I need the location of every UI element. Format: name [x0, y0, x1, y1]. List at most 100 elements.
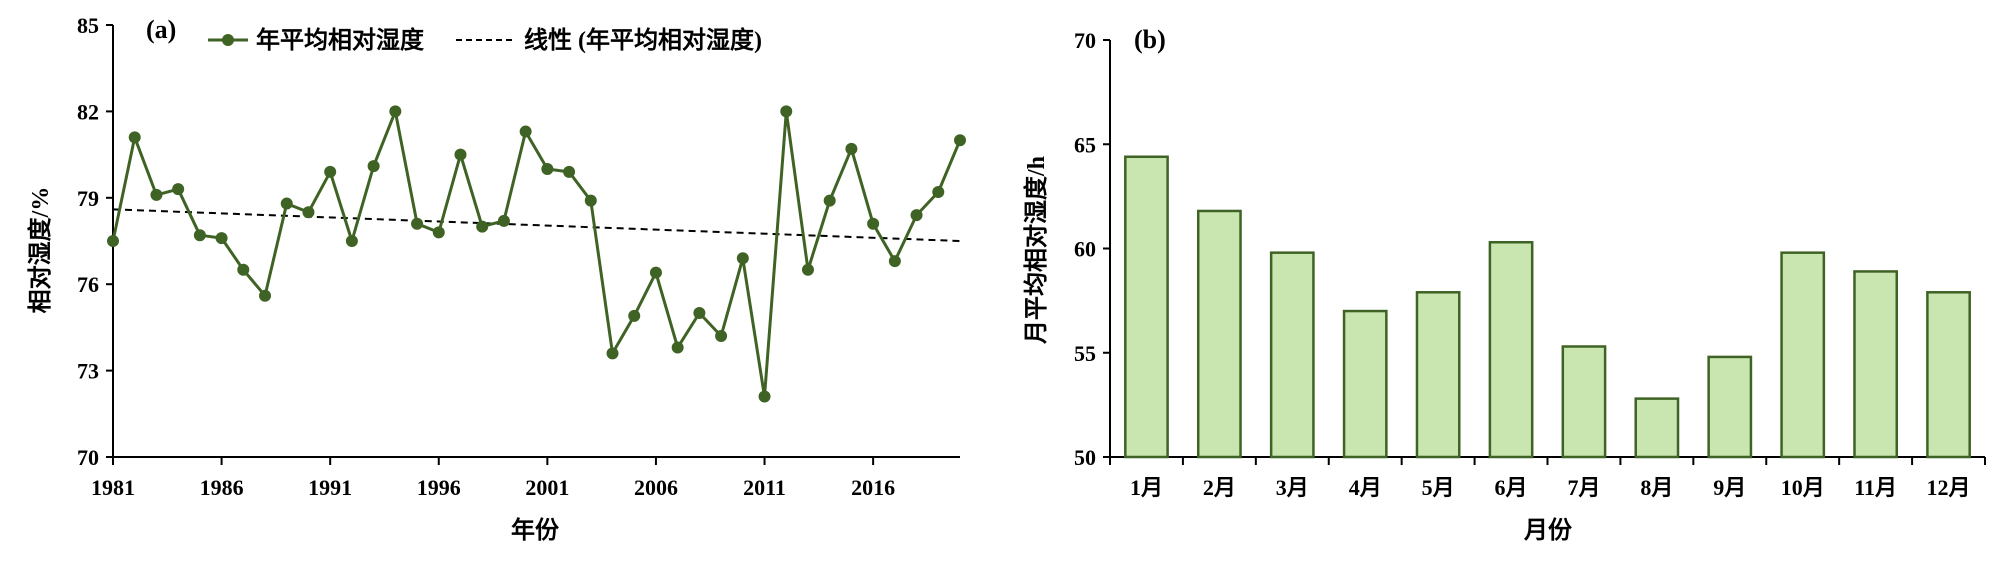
panel-a-humidity-line: [111, 109, 962, 398]
panel-a-data-point: [954, 134, 966, 147]
panel-a-data-point: [237, 263, 250, 276]
panel-b-x-tick-label: 12月: [1927, 475, 1971, 500]
panel-a-data-point: [367, 160, 380, 173]
panel-b-bar: [1780, 251, 1826, 459]
panel-a-data-point: [497, 214, 510, 227]
panel-a-x-tick-label: 2016: [851, 475, 895, 500]
panel-b-x-tick-label: 7月: [1567, 475, 1600, 500]
panel-a-data-point: [867, 217, 880, 230]
panel-a-trend-line: [112, 208, 961, 242]
panel-a-trend-series: [112, 208, 961, 242]
panel-a-humidity-series: [111, 109, 962, 398]
panel-b-x-tick-label: 6月: [1495, 475, 1528, 500]
legend-marker-dot: [222, 34, 234, 46]
panel-b-bar: [1853, 270, 1899, 459]
panel-a-data-point: [736, 252, 749, 265]
panel-b-x-tick-label: 8月: [1640, 475, 1673, 500]
panel-b-x-tick-label: 4月: [1349, 475, 1382, 500]
panel-a-y-tick-label: 85: [77, 13, 99, 38]
panel-a-data-point: [519, 125, 532, 138]
panel-a-data-point: [584, 194, 597, 207]
panel-b-x-tick-label: 1月: [1130, 475, 1163, 500]
panel-a-data-point: [280, 197, 293, 210]
panel-a-data-point: [715, 330, 728, 343]
panel-a-data-point: [541, 163, 554, 175]
panel-b-x-tick-label: 3月: [1276, 475, 1309, 500]
panel-a-y-tick-label: 70: [77, 445, 99, 470]
panel-a-data-point: [910, 209, 923, 222]
panel-a-y-tick-label: 82: [77, 99, 99, 124]
legend-entry-trend: 线性 (年平均相对湿度): [524, 26, 762, 54]
panel-a-x-axis-label: 年份: [511, 516, 560, 544]
panel-a-data-point: [693, 307, 706, 319]
panel-b-bar: [1124, 155, 1169, 459]
panel-a-x-tick-label: 1996: [417, 475, 461, 500]
panel-a-y-tick-label: 76: [77, 272, 99, 297]
panel-a-data-point: [432, 226, 445, 239]
panel-a-x-tick-label: 2006: [634, 475, 678, 500]
panel-b-y-tick-label: 50: [1074, 445, 1096, 470]
panel-b-label: (b): [1134, 25, 1166, 54]
panel-a-y-axis-label: 相对湿度/%: [26, 187, 54, 314]
panel-a-data-point: [801, 263, 814, 276]
panel-a-data-point: [389, 105, 402, 118]
panel-a-data-point: [845, 142, 858, 155]
panel-a-data-point: [324, 165, 337, 178]
panel-a-x-tick-label: 1991: [308, 475, 352, 500]
panel-a-data-point: [128, 131, 141, 144]
panel-a-axes: [112, 25, 960, 458]
panel-b-bar: [1707, 355, 1753, 459]
panel-a-data-point: [259, 289, 272, 302]
panel-a-data-point: [888, 255, 901, 268]
panel-b-bar: [1634, 397, 1680, 459]
panel-a-data-point: [172, 183, 185, 196]
panel-b-bar: [1488, 240, 1534, 459]
panel-a-data-point: [649, 266, 662, 279]
panel-b-y-tick-label: 70: [1074, 28, 1096, 53]
panel-b-bar-chart: 50 55 60 65 70 1月 2月 3月 4月 5月 6月 7月 8月 9月 10月 11月 12月 (…: [1022, 25, 1986, 544]
panel-b-x-tick-label: 2月: [1203, 475, 1236, 500]
legend-entry-humidity: 年平均相对湿度: [256, 26, 425, 54]
panel-b-bar: [1342, 309, 1388, 459]
panel-a-y-tick-label: 73: [77, 359, 99, 384]
panel-b-x-tick-label: 11月: [1854, 475, 1897, 500]
panel-b-bar: [1415, 291, 1461, 459]
panel-a-x-tick-label: 1981: [91, 475, 135, 500]
panel-b-y-axis-label: 月平均相对湿度/h: [1022, 156, 1050, 345]
panel-b-bar: [1196, 209, 1242, 459]
panel-b-x-tick-label: 9月: [1713, 475, 1746, 500]
panel-a-data-point: [454, 148, 467, 161]
panel-a-x-tick-label: 2001: [525, 475, 569, 500]
panel-b-bar: [1561, 345, 1607, 459]
panel-a-x-tick-label: 2011: [743, 475, 786, 500]
panel-b-x-tick-label: 5月: [1422, 475, 1455, 500]
panel-a-data-point: [215, 232, 228, 245]
panel-a-data-point: [302, 206, 315, 219]
panel-a-data-point: [932, 186, 945, 199]
panel-a-data-point: [780, 105, 793, 118]
panel-b-bar: [1269, 251, 1315, 459]
panel-a-line-chart: 70 73 76 79 82 85 1981 1986 1991 1996 2001 2006 201…: [26, 13, 966, 544]
panel-a-x-tick-labels: 1981 1986 1991 1996 2001 2006 2011 2016: [91, 457, 895, 500]
panel-a-data-point: [671, 341, 684, 354]
panel-a-data-point: [345, 235, 358, 247]
panel-a-data-point: [758, 390, 771, 403]
panel-b-x-axis-label: 月份: [1523, 517, 1573, 544]
panel-b-y-tick-label: 55: [1074, 341, 1096, 366]
panel-b-y-tick-label: 60: [1074, 237, 1096, 262]
panel-a-data-point: [107, 235, 119, 247]
panel-a-data-point: [193, 229, 206, 242]
panel-a-data-point: [628, 309, 641, 322]
panel-a-data-point: [823, 194, 836, 207]
panel-a-label: (a): [146, 15, 176, 44]
panel-b-bar: [1926, 291, 1971, 459]
panel-b-y-tick-label: 65: [1074, 132, 1096, 157]
panel-b-x-tick-labels: 1月 2月 3月 4月 5月 6月 7月 8月 9月 10月 11月 12月: [1109, 457, 1986, 500]
panel-b-bars: [1124, 155, 1971, 459]
panel-a-data-point: [411, 217, 424, 230]
panel-a-x-tick-label: 1986: [200, 475, 244, 500]
panel-a-y-tick-labels: 70 73 76 79 82 85: [77, 13, 113, 470]
panel-a-data-points: [107, 105, 966, 403]
panel-b-x-tick-label: 10月: [1781, 475, 1825, 500]
